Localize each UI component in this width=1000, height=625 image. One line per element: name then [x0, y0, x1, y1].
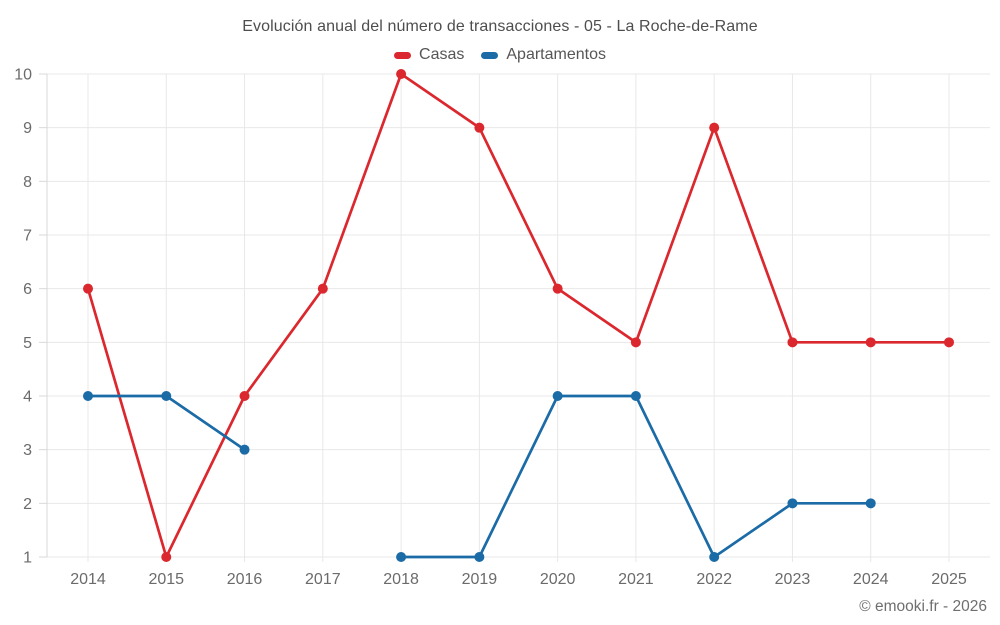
- data-point-casas-2022[interactable]: [709, 122, 720, 133]
- legend-marker-casas-icon: [394, 51, 412, 59]
- data-point-apartamentos-2024[interactable]: [865, 498, 876, 509]
- legend-item-apartamentos[interactable]: Apartamentos: [481, 46, 606, 64]
- legend-marker-apartamentos-icon: [481, 51, 499, 59]
- legend-label-apartamentos: Apartamentos: [506, 46, 606, 63]
- data-point-casas-2021[interactable]: [630, 337, 641, 348]
- series-line-casas: [86, 72, 951, 559]
- legend-label-casas: Casas: [419, 46, 465, 63]
- copyright: © emooki.fr - 2026: [859, 598, 987, 615]
- data-point-casas-2015[interactable]: [161, 552, 172, 562]
- y-tick-label: 3: [23, 442, 32, 459]
- x-tick-label: 2014: [70, 571, 106, 588]
- data-point-apartamentos-2016[interactable]: [239, 444, 250, 455]
- data-point-casas-2014[interactable]: [83, 283, 93, 294]
- data-point-apartamentos-2014[interactable]: [83, 391, 93, 401]
- data-point-casas-2020[interactable]: [552, 283, 563, 294]
- data-point-casas-2024[interactable]: [865, 337, 876, 348]
- data-point-apartamentos-2021[interactable]: [630, 391, 641, 401]
- x-tick-label: 2022: [696, 571, 732, 588]
- y-tick-label: 4: [23, 389, 32, 406]
- x-tick-label: 2019: [462, 571, 498, 588]
- data-point-apartamentos-2015[interactable]: [161, 391, 172, 401]
- data-point-casas-2018[interactable]: [396, 69, 407, 79]
- data-point-apartamentos-2019[interactable]: [474, 552, 485, 562]
- y-tick-label: 8: [23, 174, 32, 191]
- legend-item-casas[interactable]: Casas: [394, 46, 464, 64]
- y-tick-label: 10: [14, 67, 32, 84]
- data-point-casas-2025[interactable]: [944, 337, 954, 348]
- legend: Casas Apartamentos: [0, 46, 1000, 64]
- x-tick-label: 2015: [148, 571, 184, 588]
- data-point-apartamentos-2018[interactable]: [396, 552, 407, 562]
- x-tick-label: 2024: [853, 571, 889, 588]
- data-point-casas-2019[interactable]: [474, 122, 485, 133]
- x-tick-label: 2025: [931, 571, 967, 588]
- y-tick-label: 5: [23, 335, 32, 352]
- y-tick-label: 2: [23, 496, 32, 513]
- data-point-casas-2023[interactable]: [787, 337, 798, 348]
- x-tick-label: 2016: [227, 571, 263, 588]
- chart-title: Evolución anual del número de transaccio…: [242, 18, 758, 35]
- x-tick-label: 2018: [383, 571, 419, 588]
- data-point-casas-2016[interactable]: [239, 391, 250, 401]
- y-tick-label: 6: [23, 281, 32, 298]
- x-tick-label: 2017: [305, 571, 341, 588]
- data-point-casas-2017[interactable]: [317, 283, 328, 294]
- y-tick-label: 1: [23, 550, 32, 567]
- x-tick-label: 2021: [618, 571, 654, 588]
- x-tick-label: 2023: [775, 571, 811, 588]
- x-tick-label: 2020: [540, 571, 576, 588]
- data-point-apartamentos-2022[interactable]: [709, 552, 720, 562]
- data-point-apartamentos-2023[interactable]: [787, 498, 798, 509]
- y-tick-label: 7: [23, 228, 32, 245]
- data-point-apartamentos-2020[interactable]: [552, 391, 563, 401]
- y-tick-label: 9: [23, 120, 32, 137]
